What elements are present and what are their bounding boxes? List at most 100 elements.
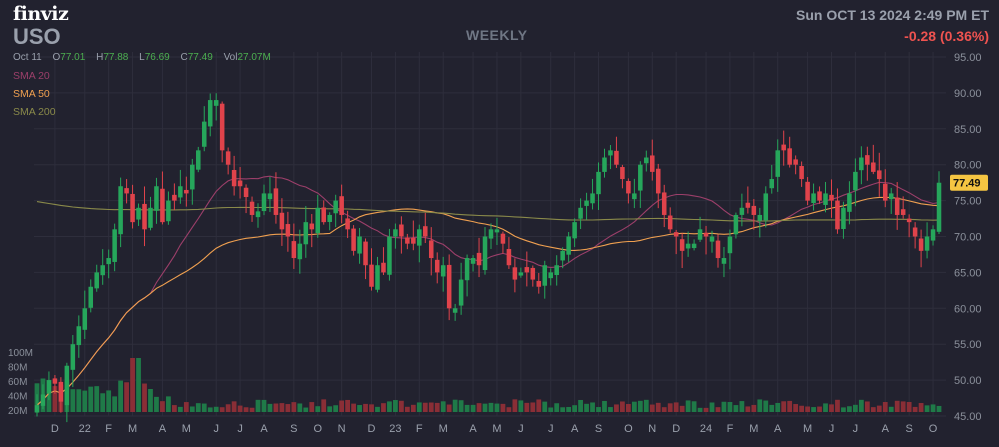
- candle-body: [237, 180, 243, 187]
- candle-body: [518, 272, 524, 276]
- candle-body: [339, 196, 344, 215]
- legend-sma50[interactable]: SMA 50: [13, 88, 50, 100]
- volume-bar: [858, 399, 864, 412]
- volume-bar: [136, 358, 141, 412]
- volume-bar: [679, 405, 685, 412]
- candle-body: [201, 121, 207, 147]
- candle-body: [261, 193, 267, 212]
- candle-body: [172, 194, 177, 201]
- volume-bar: [70, 389, 76, 412]
- timestamp: Sun OCT 13 2024 2:49 PM ET: [796, 7, 989, 23]
- x-tick-label: A: [882, 423, 890, 435]
- candle-body: [231, 169, 237, 187]
- volume-bar: [494, 403, 500, 412]
- volume-bar: [649, 404, 655, 412]
- candle-body: [691, 243, 697, 249]
- volume-bar: [590, 402, 595, 412]
- volume-bar: [829, 404, 834, 412]
- volume-bar: [243, 407, 249, 412]
- candle-body: [106, 258, 111, 265]
- volume-bar: [333, 405, 339, 412]
- candle-body: [34, 405, 40, 413]
- candle-body: [100, 265, 105, 276]
- candle-body: [644, 157, 649, 164]
- candle-body: [381, 262, 386, 273]
- volume-bar: [267, 403, 273, 412]
- candle-body: [249, 201, 255, 215]
- volume-bar: [440, 401, 446, 412]
- volume-bar: [369, 404, 374, 412]
- candle-body: [566, 236, 571, 255]
- volume-bar: [757, 399, 763, 412]
- volume-bar: [906, 401, 912, 412]
- period-label[interactable]: WEEKLY: [466, 27, 528, 43]
- x-tick-label: M: [439, 423, 448, 435]
- volume-bar: [864, 401, 870, 412]
- x-tick-label: O: [624, 423, 633, 435]
- x-tick-label: N: [648, 423, 656, 435]
- candle-body: [327, 214, 332, 222]
- volume-bar: [464, 404, 470, 412]
- x-tick-label: A: [159, 423, 167, 435]
- volume-tick-label: 40M: [8, 392, 27, 403]
- ohlc-date: Oct 11: [13, 52, 42, 63]
- candle-body: [596, 171, 601, 195]
- volume-bar: [781, 401, 787, 412]
- candle-body: [303, 222, 309, 245]
- volume-bar: [345, 399, 351, 412]
- volume-bar: [482, 403, 488, 412]
- candle-body: [751, 205, 757, 215]
- volume-bar: [428, 402, 434, 412]
- volume-bar: [930, 404, 936, 412]
- candle-body: [130, 193, 135, 223]
- volume-bar: [918, 403, 924, 412]
- x-tick-label: J: [213, 423, 219, 435]
- candle-body: [763, 193, 769, 221]
- x-tick-label: A: [260, 423, 268, 435]
- candle-body: [715, 240, 721, 259]
- volume-bar: [512, 399, 518, 412]
- x-tick-label: A: [571, 423, 579, 435]
- candle-body: [661, 192, 667, 215]
- volume-bar: [596, 407, 601, 412]
- candle-body: [225, 151, 231, 165]
- legend-sma20[interactable]: SMA 20: [13, 70, 50, 82]
- candle-body: [76, 326, 82, 346]
- volume-bar: [703, 407, 709, 412]
- candle-body: [835, 200, 840, 230]
- brand-logo[interactable]: finviz: [13, 3, 69, 25]
- volume-bar: [691, 401, 697, 412]
- sma50-line: [36, 196, 940, 406]
- volume-bar: [166, 396, 171, 412]
- candle-body: [853, 171, 858, 191]
- candle-body: [506, 249, 512, 266]
- volume-bar: [835, 399, 840, 412]
- x-tick-label: O: [929, 423, 938, 435]
- volume-bar: [297, 403, 303, 412]
- x-tick-label: O: [313, 423, 322, 435]
- volume-bar: [183, 402, 189, 412]
- volume-value: 27.07M: [237, 52, 271, 63]
- y-tick-label: 80.00: [954, 160, 982, 172]
- candle-body: [590, 193, 595, 204]
- volume-bar: [751, 404, 757, 412]
- volume-bar: [303, 407, 309, 412]
- x-tick-label: M: [803, 423, 812, 435]
- candle-body: [787, 148, 792, 165]
- volume-bar: [620, 401, 625, 412]
- volume-bar: [823, 403, 828, 412]
- legend-sma200[interactable]: SMA 200: [13, 106, 56, 118]
- volume-bar: [715, 407, 721, 412]
- candle-body: [458, 279, 464, 306]
- close-value: 77.49: [187, 52, 213, 63]
- y-tick-label: 95.00: [954, 52, 982, 64]
- volume-bar: [727, 402, 733, 412]
- volume-bar: [614, 404, 619, 412]
- candle-body: [882, 183, 888, 201]
- candle-body: [530, 267, 536, 280]
- x-tick-label: M: [182, 423, 191, 435]
- ticker-symbol: USO: [13, 24, 61, 49]
- candle-body: [345, 218, 350, 230]
- volume-bar: [805, 406, 810, 412]
